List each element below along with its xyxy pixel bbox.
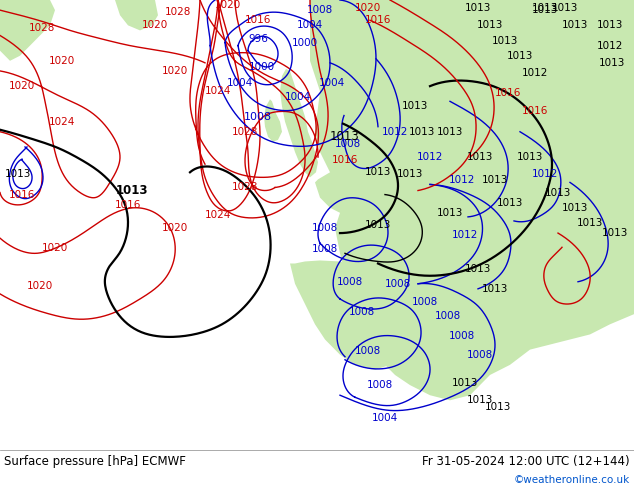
Polygon shape xyxy=(280,69,318,177)
Text: 1013: 1013 xyxy=(467,395,493,405)
Text: 1028: 1028 xyxy=(232,182,258,193)
Text: 1013: 1013 xyxy=(597,21,623,30)
Text: 1013: 1013 xyxy=(517,152,543,162)
Text: 1013: 1013 xyxy=(532,5,558,15)
Text: 1013: 1013 xyxy=(365,220,391,230)
Text: 1020: 1020 xyxy=(42,244,68,253)
Text: 1012: 1012 xyxy=(522,68,548,78)
Text: 1020: 1020 xyxy=(27,281,53,291)
Text: 1020: 1020 xyxy=(162,66,188,76)
Text: 1028: 1028 xyxy=(165,7,191,17)
Text: 1004: 1004 xyxy=(297,21,323,30)
Text: 1028: 1028 xyxy=(29,24,55,33)
Text: 1013: 1013 xyxy=(552,3,578,13)
Text: 1013: 1013 xyxy=(437,208,463,218)
Text: 1012: 1012 xyxy=(417,152,443,162)
Text: 1013: 1013 xyxy=(116,184,148,197)
Polygon shape xyxy=(115,0,158,30)
Text: 1020: 1020 xyxy=(9,81,35,91)
Text: 1013: 1013 xyxy=(545,188,571,197)
Text: 1013: 1013 xyxy=(577,218,603,228)
Text: 1008: 1008 xyxy=(337,277,363,287)
Polygon shape xyxy=(310,0,634,400)
Text: ©weatheronline.co.uk: ©weatheronline.co.uk xyxy=(514,475,630,485)
Text: 1016: 1016 xyxy=(9,190,36,199)
Text: 1013: 1013 xyxy=(477,21,503,30)
Polygon shape xyxy=(385,0,475,137)
Text: 1004: 1004 xyxy=(227,78,253,88)
Polygon shape xyxy=(315,160,390,218)
Text: 1013: 1013 xyxy=(402,101,428,111)
Polygon shape xyxy=(264,99,282,142)
Text: 1013: 1013 xyxy=(602,228,628,238)
Text: 1000: 1000 xyxy=(292,38,318,48)
Text: 1013: 1013 xyxy=(465,264,491,273)
Text: 1013: 1013 xyxy=(497,197,523,208)
Text: 1012: 1012 xyxy=(597,41,623,50)
Polygon shape xyxy=(0,0,55,61)
Text: 1008: 1008 xyxy=(349,307,375,317)
Text: 1013: 1013 xyxy=(465,3,491,13)
Text: 1013: 1013 xyxy=(330,130,360,143)
Text: 1028: 1028 xyxy=(232,127,258,137)
Text: 1020: 1020 xyxy=(142,21,168,30)
Text: 1013: 1013 xyxy=(467,152,493,162)
Text: 1013: 1013 xyxy=(598,58,625,68)
Text: 1020: 1020 xyxy=(215,0,241,10)
Text: 1013: 1013 xyxy=(485,402,511,413)
Text: 1013: 1013 xyxy=(452,378,478,388)
Text: 1013: 1013 xyxy=(482,284,508,294)
Text: 1008: 1008 xyxy=(307,5,333,15)
Text: 1013: 1013 xyxy=(5,170,31,179)
Text: 1013: 1013 xyxy=(397,170,423,179)
Text: 1000: 1000 xyxy=(249,62,275,72)
Text: 1012: 1012 xyxy=(532,170,558,179)
Text: 1024: 1024 xyxy=(49,117,75,126)
Text: 1016: 1016 xyxy=(115,200,141,210)
Text: 1013: 1013 xyxy=(482,175,508,185)
Text: 1020: 1020 xyxy=(355,3,381,13)
Text: 1008: 1008 xyxy=(412,297,438,307)
Text: 1013: 1013 xyxy=(562,21,588,30)
Text: 1024: 1024 xyxy=(205,86,231,96)
Text: 1012: 1012 xyxy=(449,175,476,185)
Text: 1016: 1016 xyxy=(495,88,521,98)
Text: 1016: 1016 xyxy=(522,106,548,117)
Text: 1008: 1008 xyxy=(449,331,475,342)
Text: 1012: 1012 xyxy=(452,230,478,240)
Text: 1020: 1020 xyxy=(162,223,188,233)
Text: 1013: 1013 xyxy=(492,36,518,46)
Text: 996: 996 xyxy=(248,33,268,44)
Text: 1020: 1020 xyxy=(49,56,75,66)
Text: Surface pressure [hPa] ECMWF: Surface pressure [hPa] ECMWF xyxy=(4,455,186,468)
Text: 1013: 1013 xyxy=(365,167,391,177)
Polygon shape xyxy=(340,0,375,25)
Text: 1013: 1013 xyxy=(507,51,533,61)
Text: 1008: 1008 xyxy=(435,311,461,321)
Text: 1013: 1013 xyxy=(409,127,435,137)
Text: 1008: 1008 xyxy=(467,350,493,360)
Text: 1008: 1008 xyxy=(355,345,381,356)
Text: 1008: 1008 xyxy=(244,112,272,122)
Text: 1004: 1004 xyxy=(372,413,398,422)
Text: Fr 31-05-2024 12:00 UTC (12+144): Fr 31-05-2024 12:00 UTC (12+144) xyxy=(422,455,630,468)
Text: 1008: 1008 xyxy=(385,279,411,289)
Text: 1004: 1004 xyxy=(285,92,311,102)
Text: 1024: 1024 xyxy=(205,210,231,220)
Polygon shape xyxy=(370,184,402,228)
Text: 1008: 1008 xyxy=(312,223,338,233)
Text: 1013: 1013 xyxy=(437,127,463,137)
Text: 1012: 1012 xyxy=(382,127,408,137)
Text: 1008: 1008 xyxy=(367,380,393,390)
Text: 1004: 1004 xyxy=(319,78,345,88)
Text: 1013: 1013 xyxy=(532,3,558,13)
Text: 1008: 1008 xyxy=(312,245,338,254)
Text: 1016: 1016 xyxy=(365,15,391,25)
Text: 1016: 1016 xyxy=(245,15,271,25)
Text: 1016: 1016 xyxy=(332,155,358,165)
Text: 1008: 1008 xyxy=(335,139,361,149)
Polygon shape xyxy=(290,261,405,370)
Text: 1013: 1013 xyxy=(562,203,588,213)
